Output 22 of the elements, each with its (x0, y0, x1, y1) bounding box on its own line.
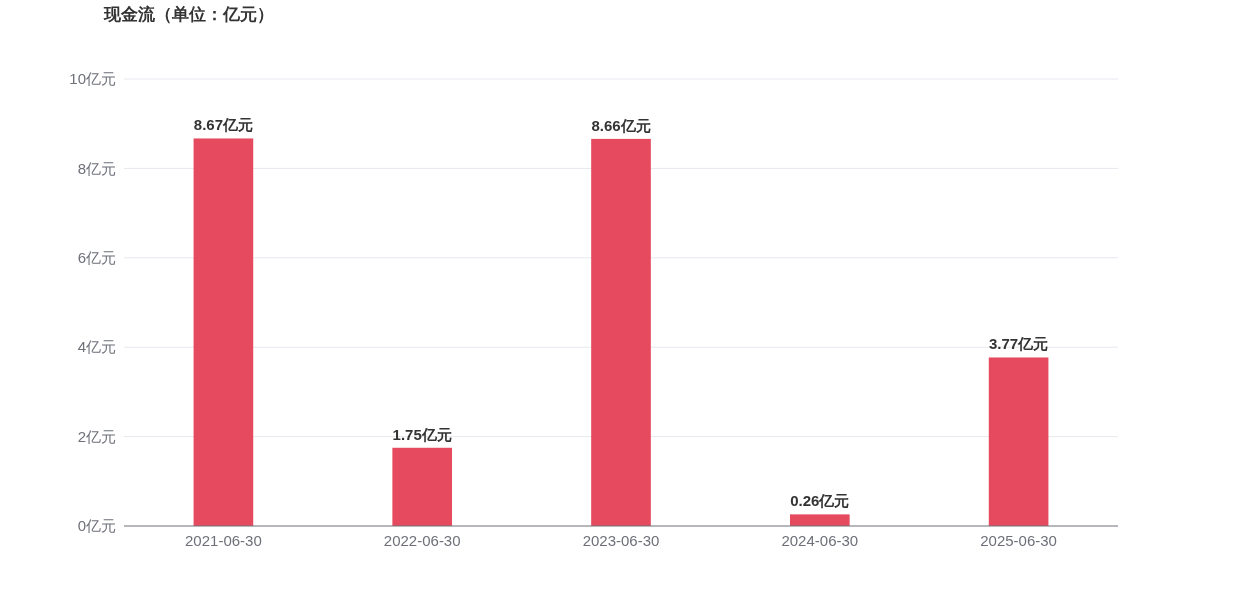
x-tick-label: 2021-06-30 (185, 532, 262, 549)
bar (988, 357, 1049, 526)
y-tick-label: 10亿元 (69, 70, 116, 88)
bar (392, 447, 453, 526)
y-tick-label: 6亿元 (77, 249, 116, 267)
y-tick-label: 2亿元 (77, 427, 116, 445)
data-label: 8.67亿元 (193, 116, 253, 134)
x-tick-label: 2022-06-30 (383, 532, 461, 549)
x-tick-label: 2023-06-30 (582, 532, 660, 549)
chart-title: 现金流（单位：亿元） (103, 5, 274, 24)
bar (591, 138, 651, 526)
data-label: 8.66亿元 (591, 116, 651, 134)
data-label: 3.77亿元 (989, 335, 1049, 353)
y-tick-label: 8亿元 (77, 159, 116, 177)
bar (193, 138, 254, 526)
y-tick-label: 0亿元 (77, 517, 116, 535)
data-label: 1.75亿元 (392, 425, 452, 443)
x-tick-label: 2024-06-30 (781, 532, 859, 549)
y-tick-label: 4亿元 (77, 338, 116, 356)
bar (789, 514, 850, 526)
x-tick-label: 2025-06-30 (980, 532, 1057, 549)
data-label: 0.26亿元 (790, 492, 850, 510)
